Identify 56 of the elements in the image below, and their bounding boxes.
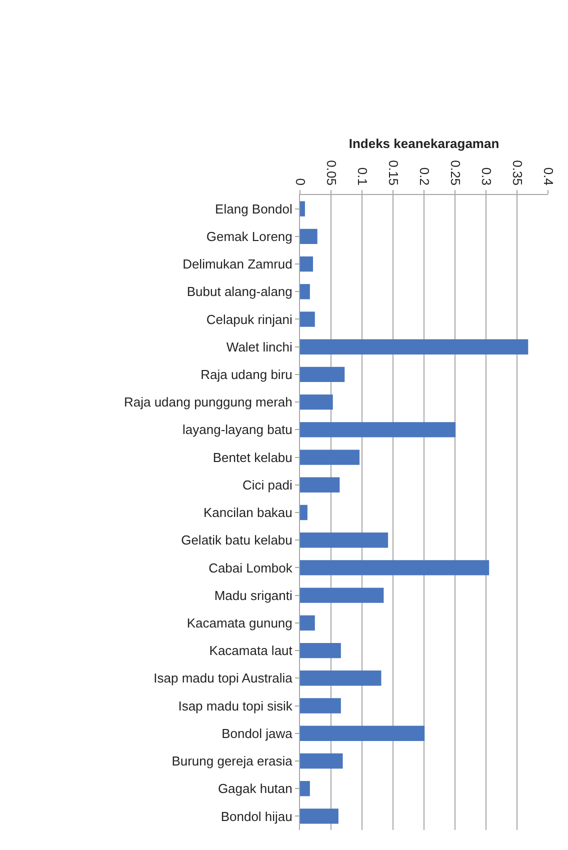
bar: [300, 366, 345, 382]
y-tick-label: Madu sriganti: [214, 588, 293, 603]
bar: [300, 670, 382, 686]
bar: [300, 228, 318, 244]
bar: [300, 588, 384, 603]
bar: [300, 532, 388, 548]
bar: [300, 394, 333, 410]
y-tick-label: layang-layang batu: [182, 422, 292, 438]
y-tick-label: Bondol hijau: [220, 808, 292, 824]
y-tick-label: Celapuk rinjani: [206, 312, 293, 327]
y-tick-label: Kacamata laut: [209, 643, 293, 658]
x-tick-label: 0: [292, 178, 308, 186]
y-tick-label: Bubut alang-alang: [186, 284, 292, 300]
y-tick-label: Cici padi: [242, 477, 293, 492]
x-tick-label: 0.2: [416, 167, 432, 186]
y-tick-label: Isap madu topi Australia: [154, 670, 294, 686]
x-axis-title: Indeks keanekaragaman: [348, 136, 500, 152]
y-tick-label: Cabai Lombok: [208, 560, 293, 576]
x-tick-label: 0.15: [386, 160, 401, 186]
y-tick-label: Raja udang punggung merah: [124, 394, 292, 410]
bar: [300, 504, 308, 520]
x-tick-label: 0.1: [354, 167, 370, 186]
x-tick-label: 0.25: [448, 160, 463, 186]
y-tick-label: Elang Bondol: [215, 201, 293, 216]
bar: [300, 256, 314, 272]
bar: [300, 726, 425, 741]
bar: [300, 312, 315, 327]
bar: [300, 808, 338, 824]
bar: [300, 450, 360, 465]
y-tick-label: Kancilan bakau: [203, 505, 292, 520]
x-tick-label: 0.35: [510, 160, 525, 186]
x-tick-label: 0.05: [324, 160, 339, 186]
y-tick-label: Bondol jawa: [222, 726, 294, 741]
bar: [300, 615, 315, 631]
bar: [300, 422, 456, 438]
y-tick-label: Gagak hutan: [218, 781, 292, 796]
x-tick-label: 0.4: [540, 167, 556, 186]
bar: [300, 753, 343, 769]
y-tick-label: Gemak Loreng: [206, 228, 292, 244]
y-tick-label: Isap madu topi sisik: [178, 698, 293, 714]
y-tick-label: Bentet kelabu: [212, 450, 292, 465]
bar: [300, 560, 490, 576]
y-tick-label: Burung gereja erasia: [172, 754, 294, 769]
y-tick-label: Delimukan Zamrud: [182, 256, 292, 272]
bar: [300, 201, 305, 216]
y-tick-label: Raja udang biru: [200, 367, 292, 382]
x-tick-label: 0.3: [478, 167, 494, 186]
bar: [300, 477, 340, 492]
y-tick-label: Walet linchi: [226, 339, 293, 354]
y-tick-label: Gelatik batu kelabu: [181, 532, 292, 548]
bar: [300, 339, 528, 354]
bar: [300, 698, 341, 714]
y-tick-label: Kacamata gunung: [186, 615, 292, 630]
bar: [300, 642, 341, 658]
bar: [300, 780, 310, 796]
bar: [300, 284, 310, 300]
